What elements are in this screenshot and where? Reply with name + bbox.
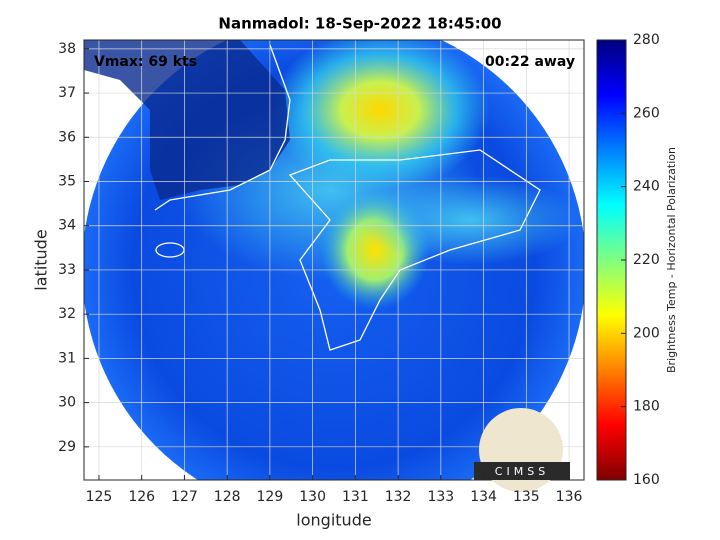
x-tick-label: 135: [513, 489, 540, 505]
y-tick-label: 35: [58, 174, 76, 190]
chart-title: Nanmadol: 18-Sep-2022 18:45:00: [218, 15, 501, 33]
y-tick-label: 30: [58, 395, 76, 411]
annotation: Vmax: 69 kts: [94, 54, 197, 70]
x-tick-label: 133: [427, 489, 454, 505]
y-tick-label: 37: [58, 85, 76, 101]
y-tick-label: 34: [58, 218, 76, 234]
satellite-swath: [84, 40, 584, 480]
x-tick-label: 134: [470, 489, 497, 505]
annotation: 00:22 away: [485, 54, 575, 70]
x-tick-label: 128: [214, 489, 241, 505]
logo-text: CIMSS: [495, 465, 549, 478]
x-tick-label: 129: [257, 489, 284, 505]
y-tick-label: 29: [58, 439, 76, 455]
x-tick-label: 131: [342, 489, 369, 505]
y-tick-label: 31: [58, 350, 76, 366]
x-tick-label: 127: [171, 489, 198, 505]
colorbar-tick-label: 220: [633, 252, 660, 268]
colorbar-tick-label: 180: [633, 399, 660, 415]
colorbar-label: Brightness Temp - Horizontal Polarizatio…: [665, 147, 678, 373]
x-tick-label: 132: [385, 489, 412, 505]
x-tick-label: 130: [299, 489, 326, 505]
colorbar-tick-label: 280: [633, 32, 660, 48]
colorbar-tick-label: 160: [633, 472, 660, 488]
y-tick-label: 32: [58, 306, 76, 322]
x-tick-label: 125: [86, 489, 113, 505]
y-tick-label: 36: [58, 129, 76, 145]
colorbar-tick-label: 200: [633, 325, 660, 341]
plot-frame: [83, 39, 585, 481]
colorbar-tick-label: 240: [633, 179, 660, 195]
colorbar-tick-label: 260: [633, 105, 660, 121]
x-axis-label: longitude: [296, 511, 371, 530]
cimss-logo: CIMSS: [474, 408, 570, 492]
y-tick-label: 38: [58, 41, 76, 57]
x-tick-label: 136: [556, 489, 583, 505]
y-tick-label: 33: [58, 262, 76, 278]
y-axis-label: latitude: [32, 229, 51, 290]
x-tick-label: 126: [128, 489, 155, 505]
